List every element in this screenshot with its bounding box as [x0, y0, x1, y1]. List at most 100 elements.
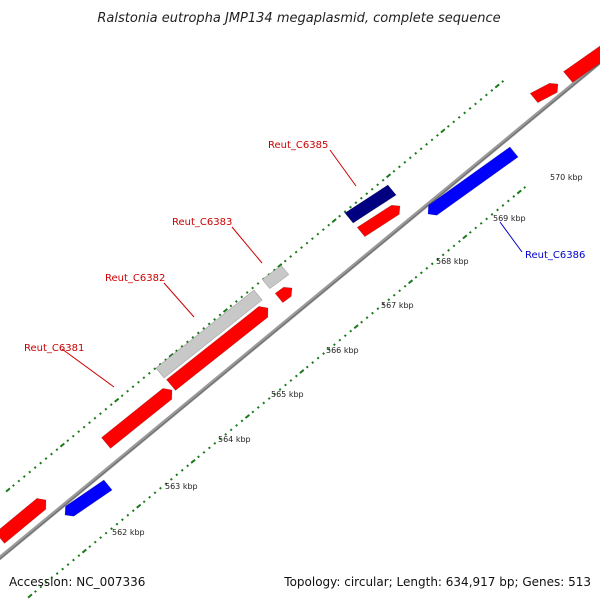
outer-tick-mark — [311, 237, 314, 241]
gene-arrow-forward-left-edge[interactable] — [0, 498, 47, 544]
gene-label-reut-c6386[interactable]: Reut_C6386 — [525, 250, 585, 261]
sequence-backbone — [0, 59, 600, 561]
inner-tick-mark — [273, 392, 277, 396]
gene-label-reut-c6382[interactable]: Reut_C6382 — [105, 273, 165, 284]
outer-tick-mark — [229, 304, 233, 308]
inner-tick-mark — [121, 518, 124, 522]
outer-tick-mark — [207, 322, 211, 326]
outer-tick-mark — [71, 434, 75, 438]
inner-tick-mark — [353, 324, 359, 330]
inner-tick-mark — [256, 406, 260, 409]
outer-tick-mark — [494, 83, 500, 89]
leader-line-reut-c6381 — [61, 348, 115, 388]
outer-tick-mark — [440, 128, 446, 134]
inner-tick-mark — [207, 446, 211, 450]
inner-tick-mark — [81, 548, 87, 554]
outer-tick-mark — [104, 407, 108, 411]
inner-tick-mark — [235, 424, 238, 427]
inner-tick-mark — [462, 234, 468, 240]
outer-tick-mark — [218, 313, 222, 317]
tick-label-569: 569 kbp — [493, 214, 526, 223]
inner-tick-mark — [262, 401, 266, 405]
outer-tick-mark — [137, 380, 140, 384]
gene-arrow-reut-c6386[interactable] — [427, 146, 519, 216]
outer-tick-mark — [349, 205, 352, 209]
outer-tick-mark — [446, 124, 450, 128]
outer-tick-mark — [354, 201, 358, 205]
gene-label-reut-c6381[interactable]: Reut_C6381 — [24, 343, 84, 354]
outer-tick-mark — [452, 120, 456, 124]
gene-arrow-reverse-lower-left[interactable] — [64, 479, 113, 517]
inner-tick-mark — [327, 347, 331, 351]
leader-line-reut-c6386 — [499, 221, 523, 253]
inner-tick-mark — [371, 311, 374, 315]
outer-tick-mark — [168, 352, 174, 358]
outer-tick-mark — [120, 394, 124, 398]
gene-box-reut-c6382-pseudo[interactable] — [155, 289, 263, 379]
outer-tick-mark — [66, 439, 70, 443]
outer-tick-mark — [55, 448, 59, 452]
outer-tick-mark — [294, 250, 298, 254]
outer-tick-row — [5, 80, 505, 493]
outer-tick-mark — [414, 151, 418, 155]
outer-tick-mark — [240, 295, 244, 299]
accession-text: Accession: NC_007336 — [9, 575, 145, 589]
sequence-backbone-shadow — [0, 62, 600, 560]
inner-tick-mark — [512, 195, 516, 198]
inner-tick-mark — [322, 352, 325, 355]
gene-label-reut-c6385[interactable]: Reut_C6385 — [268, 140, 328, 151]
gene-box-reut-c6385[interactable] — [344, 184, 397, 224]
inner-tick-mark — [153, 491, 157, 495]
gene-label-reut-c6383[interactable]: Reut_C6383 — [172, 217, 232, 228]
inner-tick-mark — [110, 527, 113, 531]
leader-line-reut-c6382 — [163, 282, 195, 318]
inner-tick-mark — [305, 365, 309, 369]
gene-arrow-forward-top-right-1[interactable] — [529, 82, 559, 103]
inner-tick-mark — [244, 414, 251, 419]
tick-label-563: 563 kbp — [165, 482, 198, 491]
outer-tick-mark — [501, 80, 505, 83]
outer-tick-mark — [33, 466, 37, 469]
inner-tick-mark — [251, 410, 255, 414]
inner-tick-mark — [447, 248, 450, 252]
outer-tick-mark — [397, 165, 401, 169]
inner-tick-mark — [88, 545, 92, 549]
outer-tick-mark — [430, 138, 434, 142]
inner-tick-mark — [240, 419, 244, 423]
inner-tick-mark — [50, 576, 54, 580]
inner-tick-mark — [485, 217, 489, 221]
outer-tick-mark — [245, 291, 249, 294]
inner-tick-mark — [392, 293, 396, 297]
outer-tick-mark — [300, 246, 303, 249]
outer-tick-mark — [213, 318, 216, 321]
inner-tick-mark — [496, 208, 499, 212]
inner-tick-mark — [213, 441, 217, 445]
gene-arrow-reut-c6382-forward[interactable] — [166, 306, 269, 391]
inner-tick-mark — [34, 590, 37, 593]
inner-tick-mark — [311, 361, 315, 364]
inner-tick-mark — [104, 531, 108, 535]
gene-arrow-reut-c6381[interactable] — [101, 388, 173, 449]
inner-tick-mark — [131, 509, 135, 513]
outer-tick-mark — [82, 425, 86, 429]
inner-tick-mark — [175, 473, 179, 477]
tick-label-565: 565 kbp — [271, 390, 304, 399]
outer-tick-mark — [50, 452, 53, 456]
gene-arrow-forward-top-right-2[interactable] — [563, 45, 600, 83]
outer-tick-mark — [180, 344, 184, 348]
outer-tick-mark — [5, 487, 11, 493]
inner-tick-mark — [159, 486, 162, 490]
outer-tick-mark — [327, 223, 331, 227]
outer-tick-mark — [331, 218, 337, 224]
gene-arrow-forward-near-c6385[interactable] — [356, 204, 401, 237]
map-title: Ralstonia eutropha JMP134 megaplasmid, c… — [97, 11, 500, 26]
outer-tick-mark — [142, 376, 146, 380]
gene-arrow-small-forward[interactable] — [274, 286, 293, 304]
inner-tick-mark — [419, 271, 423, 275]
inner-tick-mark — [360, 320, 364, 324]
inner-tick-mark — [338, 338, 342, 342]
outer-tick-mark — [370, 187, 374, 191]
tick-label-568: 568 kbp — [436, 257, 469, 266]
outer-tick-mark — [12, 484, 15, 487]
gene-box-reut-c6383-pseudo[interactable] — [261, 264, 290, 290]
